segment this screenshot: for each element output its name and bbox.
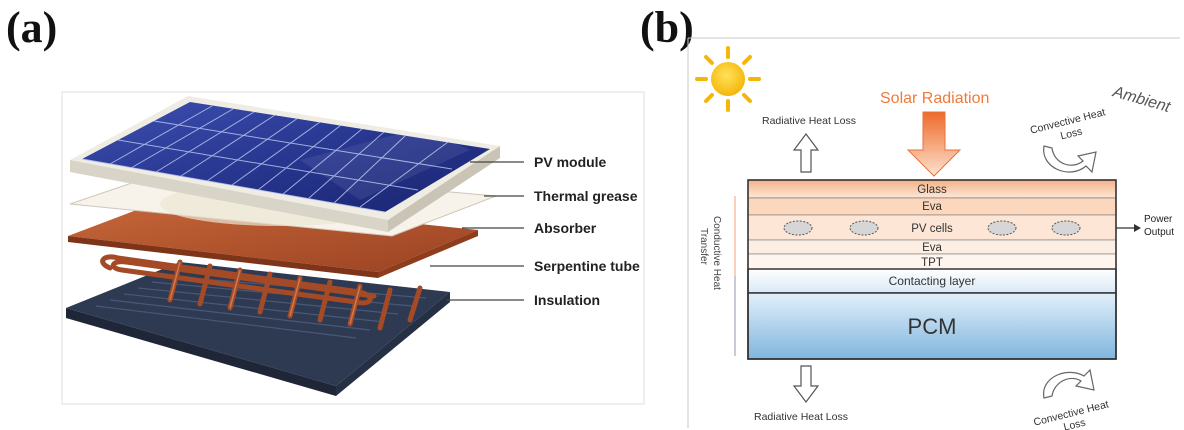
label-pv-module: PV module xyxy=(534,154,607,170)
pv-cell-ellipses xyxy=(783,220,1081,236)
layer-eva-bottom-label: Eva xyxy=(922,242,942,254)
power-output-label-line2: Output xyxy=(1144,227,1174,238)
absorber-layer xyxy=(68,198,478,278)
layer-pcm-label: PCM xyxy=(908,314,957,339)
solar-arrow-icon xyxy=(906,111,962,177)
panel-a-illustration: PV module Thermal grease Absorber Serpen… xyxy=(61,91,645,405)
layer-tpt-label: TPT xyxy=(921,257,943,269)
convective-top-label: Convective Heat Loss xyxy=(1029,106,1107,142)
radiative-heat-loss-top-label: Radiative Heat Loss xyxy=(762,115,856,127)
layer-pv-cells-label: PV cells xyxy=(911,223,953,235)
radiative-up-arrow-icon xyxy=(792,133,820,173)
ambient-label: Ambient xyxy=(1110,83,1173,116)
layer-stack xyxy=(747,179,1117,360)
label-serpentine-tube: Serpentine tube xyxy=(534,258,640,274)
panel-a-label: (a) xyxy=(6,3,58,52)
label-thermal-grease: Thermal grease xyxy=(534,188,638,204)
layer-glass-label: Glass xyxy=(917,184,947,196)
svg-text:Conductive Heat: Conductive Heat xyxy=(711,216,722,290)
panel-a-frame xyxy=(61,91,645,405)
convective-bottom-circular-arrow-icon xyxy=(1043,368,1095,399)
svg-text:Transfer: Transfer xyxy=(698,228,709,266)
label-absorber: Absorber xyxy=(534,220,597,236)
svg-text:Loss: Loss xyxy=(1059,125,1083,142)
panel-b-label: (b) xyxy=(640,3,694,52)
radiative-down-arrow-icon xyxy=(792,365,820,403)
svg-text:Loss: Loss xyxy=(1062,417,1086,430)
convective-bottom-label: Convective Heat Loss xyxy=(1032,398,1110,430)
pv-module xyxy=(70,96,500,232)
panel-b-illustration: Ambient Solar Radiation Radiative Heat L… xyxy=(687,37,1180,430)
label-insulation: Insulation xyxy=(534,292,600,308)
sun-icon xyxy=(695,46,761,112)
layer-contacting-label: Contacting layer xyxy=(889,274,976,288)
radiative-heat-loss-bottom-label: Radiative Heat Loss xyxy=(754,411,848,423)
solar-radiation-label: Solar Radiation xyxy=(880,90,989,107)
layer-eva-top-label: Eva xyxy=(922,201,942,213)
power-output-label-line1: Power xyxy=(1144,214,1173,225)
convective-circular-arrow-icon xyxy=(1043,145,1097,174)
panel-a-leader-lines xyxy=(430,161,524,301)
power-output-arrow-icon xyxy=(1116,224,1141,232)
conductive-heat-transfer-label: Conductive Heat Transfer xyxy=(698,216,722,290)
